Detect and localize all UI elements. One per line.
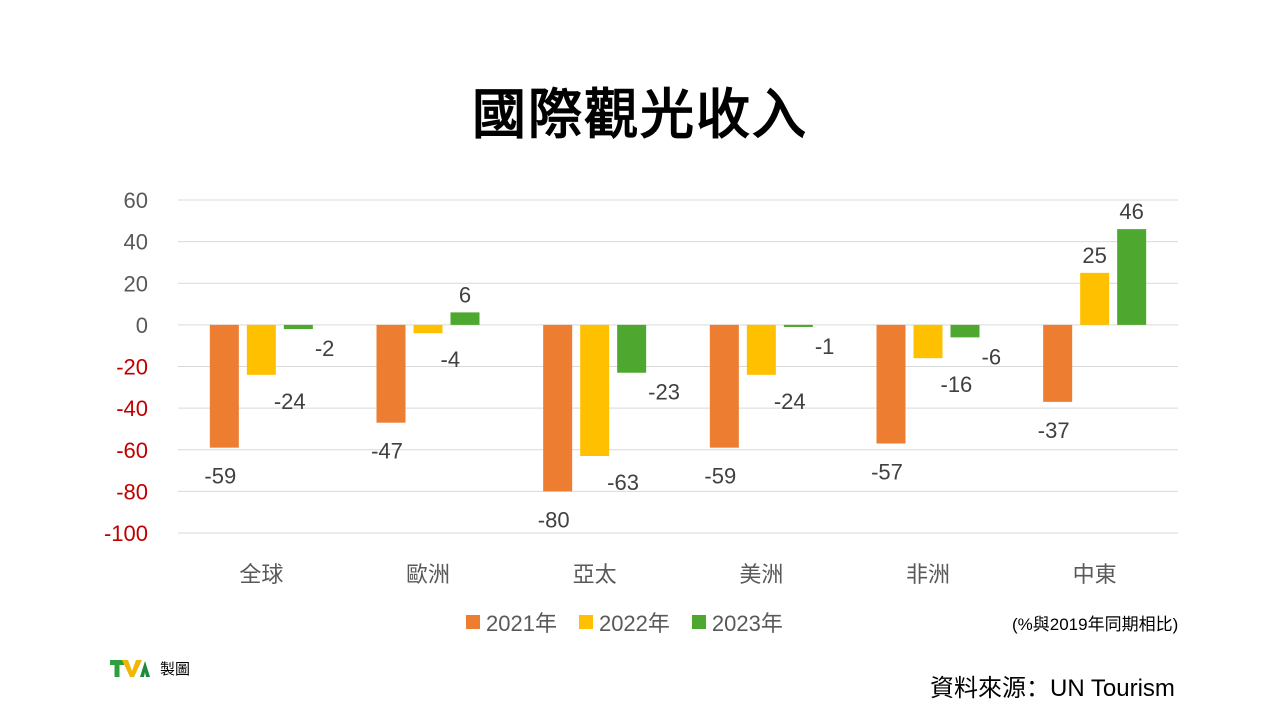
category-label: 歐洲 <box>406 563 450 588</box>
chart-title: 國際觀光收入 <box>472 83 808 146</box>
data-label: -4 <box>441 347 461 372</box>
category-label: 中東 <box>1073 563 1117 588</box>
category-label: 美洲 <box>739 563 783 588</box>
data-label: -1 <box>815 334 835 359</box>
bar <box>783 324 813 327</box>
legend-label-2023: 2023年 <box>711 611 783 636</box>
y-tick-label: -100 <box>104 521 148 546</box>
bar <box>543 324 573 492</box>
tva-logo-icon <box>110 660 150 677</box>
category-label: 非洲 <box>906 563 950 588</box>
data-label: -80 <box>538 507 570 532</box>
legend-swatch-2021 <box>466 615 480 629</box>
data-label: -37 <box>1038 418 1070 443</box>
data-label: 6 <box>459 282 471 307</box>
bar <box>246 324 276 375</box>
bar <box>709 324 739 448</box>
publisher-logo: 製圖 <box>110 657 190 679</box>
bar <box>1117 229 1147 325</box>
data-label: -23 <box>648 380 680 405</box>
logo-caption: 製圖 <box>160 660 191 678</box>
data-label: -16 <box>941 372 973 397</box>
data-label: 25 <box>1082 243 1106 268</box>
bar <box>376 324 406 423</box>
bar <box>580 324 610 456</box>
legend-item-2021: 2021年 <box>466 606 557 638</box>
bar <box>413 324 443 334</box>
legend-label-2021: 2021年 <box>486 611 557 636</box>
legend-item-2023: 2023年 <box>691 606 783 638</box>
bar <box>1080 272 1110 325</box>
y-tick-label: 0 <box>136 313 148 338</box>
legend-item-2022: 2022年 <box>578 606 670 638</box>
category-label: 全球 <box>239 563 283 588</box>
data-label: -6 <box>982 344 1002 369</box>
data-label: -24 <box>274 389 306 414</box>
legend-swatch-2022 <box>578 615 593 629</box>
category-label: 亞太 <box>573 563 617 588</box>
y-tick-label: -80 <box>116 479 148 504</box>
data-label: -24 <box>774 389 806 414</box>
y-tick-label: 60 <box>124 188 148 213</box>
data-label: -47 <box>371 439 403 464</box>
data-label: 46 <box>1119 199 1143 224</box>
bar <box>1043 324 1073 402</box>
y-tick-label: 20 <box>124 271 148 296</box>
y-tick-label: 40 <box>124 230 148 255</box>
data-label: -57 <box>871 460 903 485</box>
legend-label-2022: 2022年 <box>598 611 670 636</box>
data-label: -59 <box>704 464 736 489</box>
bar <box>950 324 980 338</box>
data-label: -59 <box>204 464 236 489</box>
bar <box>913 324 943 359</box>
data-label: -63 <box>607 470 639 495</box>
bar <box>450 312 480 325</box>
legend: 2021年 2022年 2023年 <box>466 606 783 638</box>
bar <box>876 324 906 444</box>
legend-swatch-2023 <box>691 615 706 629</box>
bar <box>617 324 647 373</box>
y-tick-label: -20 <box>116 355 148 380</box>
bar <box>209 324 239 448</box>
data-source: 資料來源：UN Tourism <box>930 675 1175 702</box>
y-tick-label: -40 <box>116 396 148 421</box>
unit-note: (%與2019年同期相比) <box>1012 615 1179 634</box>
y-tick-label: -60 <box>116 438 148 463</box>
bar <box>283 324 313 330</box>
data-label: -2 <box>315 336 335 361</box>
bar <box>746 324 776 375</box>
